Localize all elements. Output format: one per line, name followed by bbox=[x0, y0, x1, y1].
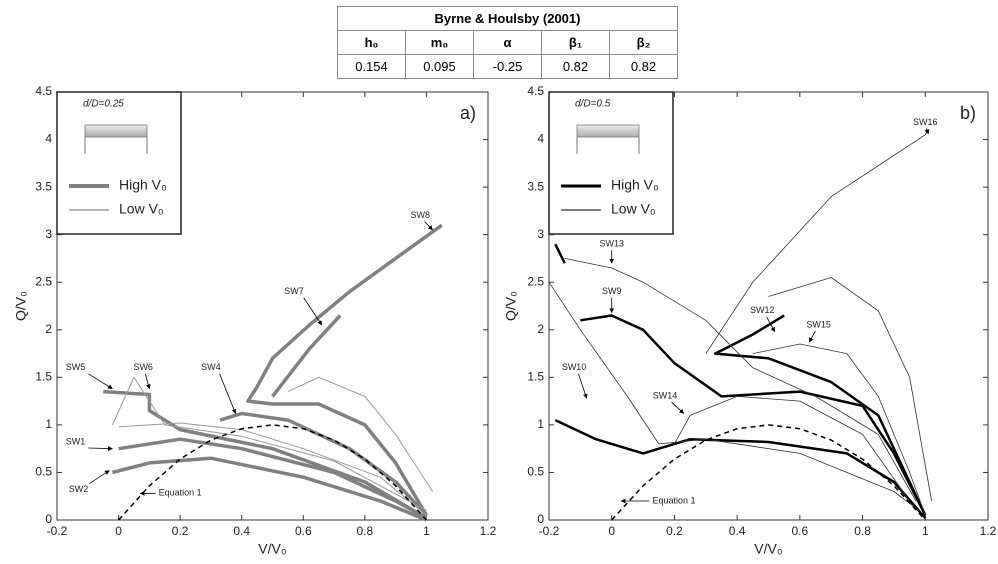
parameter-table: Byrne & Houlsby (2001) h₀ m₀ α β₁ β₂ 0.1… bbox=[337, 6, 678, 79]
annotation: SW10 bbox=[562, 362, 587, 372]
y-tick-label: 3.5 bbox=[527, 179, 544, 193]
annotation: SW12 bbox=[750, 305, 775, 315]
y-tick-label: 4.5 bbox=[35, 84, 52, 98]
data-line bbox=[611, 424, 926, 521]
y-tick-label: 0 bbox=[45, 512, 52, 526]
y-tick-label: 3 bbox=[537, 227, 544, 241]
y-tick-label: 2 bbox=[537, 322, 544, 336]
annotation: SW16 bbox=[913, 117, 938, 127]
data-line bbox=[554, 243, 927, 519]
inset-label: d/D=0.5 bbox=[575, 99, 611, 110]
annotation-arrow bbox=[219, 373, 237, 414]
y-tick-label: 4.5 bbox=[527, 84, 544, 98]
annotation: SW1 bbox=[66, 436, 86, 446]
x-tick-label: 0.6 bbox=[792, 524, 809, 538]
table-header: β₁ bbox=[541, 30, 610, 55]
annotation: SW13 bbox=[599, 239, 624, 249]
x-axis-label: V/V₀ bbox=[754, 541, 783, 557]
annotation: SW15 bbox=[806, 319, 831, 329]
table-cell: 0.82 bbox=[609, 54, 678, 79]
x-tick-label: 0.2 bbox=[666, 524, 683, 538]
annotation-arrow bbox=[88, 373, 113, 390]
y-axis-label: Q/V₀ bbox=[13, 291, 29, 321]
x-tick-label: 1 bbox=[423, 524, 430, 538]
inset-lid bbox=[84, 124, 148, 138]
y-tick-label: 1 bbox=[45, 417, 52, 431]
annotation-arrow bbox=[671, 402, 685, 414]
y-tick-label: 3 bbox=[45, 227, 52, 241]
x-tick-label: 1.2 bbox=[980, 524, 997, 538]
annotation-arrow bbox=[578, 373, 588, 399]
y-axis-label: Q/V₀ bbox=[503, 291, 519, 321]
y-tick-label: 2 bbox=[45, 322, 52, 336]
x-tick-label: 0.4 bbox=[729, 524, 746, 538]
table-header: β₂ bbox=[609, 30, 678, 55]
annotation-arrow bbox=[303, 297, 323, 326]
x-tick-label: 0.6 bbox=[295, 524, 312, 538]
legend-label: Low V₀ bbox=[119, 201, 164, 217]
x-tick-label: 1.2 bbox=[480, 524, 497, 538]
panel-label: a) bbox=[460, 103, 476, 123]
y-tick-label: 1 bbox=[537, 417, 544, 431]
x-axis-label: V/V₀ bbox=[258, 541, 287, 557]
annotation: SW4 bbox=[201, 362, 221, 372]
annotation-arrow bbox=[424, 221, 433, 231]
y-tick-label: 0.5 bbox=[527, 465, 544, 479]
x-tick-label: -0.2 bbox=[47, 524, 68, 538]
annotation: SW5 bbox=[66, 362, 86, 372]
table-header: m₀ bbox=[405, 30, 474, 55]
y-tick-label: 1.5 bbox=[35, 370, 52, 384]
data-line bbox=[118, 424, 427, 521]
table-cell: 0.095 bbox=[405, 54, 474, 79]
y-tick-label: 0.5 bbox=[35, 465, 52, 479]
table-cell: 0.82 bbox=[541, 54, 610, 79]
y-tick-label: 0 bbox=[537, 512, 544, 526]
table-cell: -0.25 bbox=[473, 54, 542, 79]
x-tick-label: 1 bbox=[922, 524, 929, 538]
table-title: Byrne & Houlsby (2001) bbox=[337, 6, 678, 31]
data-line bbox=[548, 129, 932, 516]
y-tick-label: 2.5 bbox=[527, 274, 544, 288]
inset-lid bbox=[576, 124, 640, 138]
annotation-arrow bbox=[808, 330, 816, 343]
panel-label: b) bbox=[960, 103, 976, 123]
annotation: SW7 bbox=[284, 286, 304, 296]
annotation: SW6 bbox=[133, 362, 153, 372]
annotation: SW2 bbox=[69, 484, 89, 494]
annotation-arrow bbox=[88, 446, 113, 451]
x-tick-label: -0.2 bbox=[539, 524, 560, 538]
annotation-arrow bbox=[144, 373, 151, 390]
annotation: SW9 bbox=[602, 286, 622, 296]
annotation-arrow bbox=[89, 470, 110, 484]
table-header: h₀ bbox=[337, 30, 406, 55]
legend-label: High V₀ bbox=[119, 177, 167, 193]
annotation-arrow bbox=[766, 316, 776, 333]
annotation: Equation 1 bbox=[652, 495, 695, 505]
y-tick-label: 1.5 bbox=[527, 370, 544, 384]
annotation: SW14 bbox=[653, 391, 678, 401]
x-tick-label: 0.8 bbox=[357, 524, 374, 538]
data-line bbox=[111, 376, 434, 516]
x-tick-label: 0.8 bbox=[854, 524, 871, 538]
x-tick-label: 0 bbox=[115, 524, 122, 538]
x-tick-label: 0.2 bbox=[172, 524, 189, 538]
y-tick-label: 4 bbox=[45, 132, 52, 146]
annotation-arrow bbox=[924, 128, 930, 135]
annotation: Equation 1 bbox=[159, 488, 202, 498]
annotation: SW8 bbox=[411, 210, 431, 220]
table-header: α bbox=[473, 30, 542, 55]
inset-label: d/D=0.25 bbox=[83, 99, 124, 110]
legend-label: Low V₀ bbox=[611, 201, 656, 217]
table-cell: 0.154 bbox=[337, 54, 406, 79]
y-tick-label: 2.5 bbox=[35, 274, 52, 288]
x-tick-label: 0.4 bbox=[233, 524, 250, 538]
y-tick-label: 4 bbox=[537, 132, 544, 146]
x-tick-label: 0 bbox=[608, 524, 615, 538]
y-tick-label: 3.5 bbox=[35, 179, 52, 193]
legend-label: High V₀ bbox=[611, 177, 659, 193]
